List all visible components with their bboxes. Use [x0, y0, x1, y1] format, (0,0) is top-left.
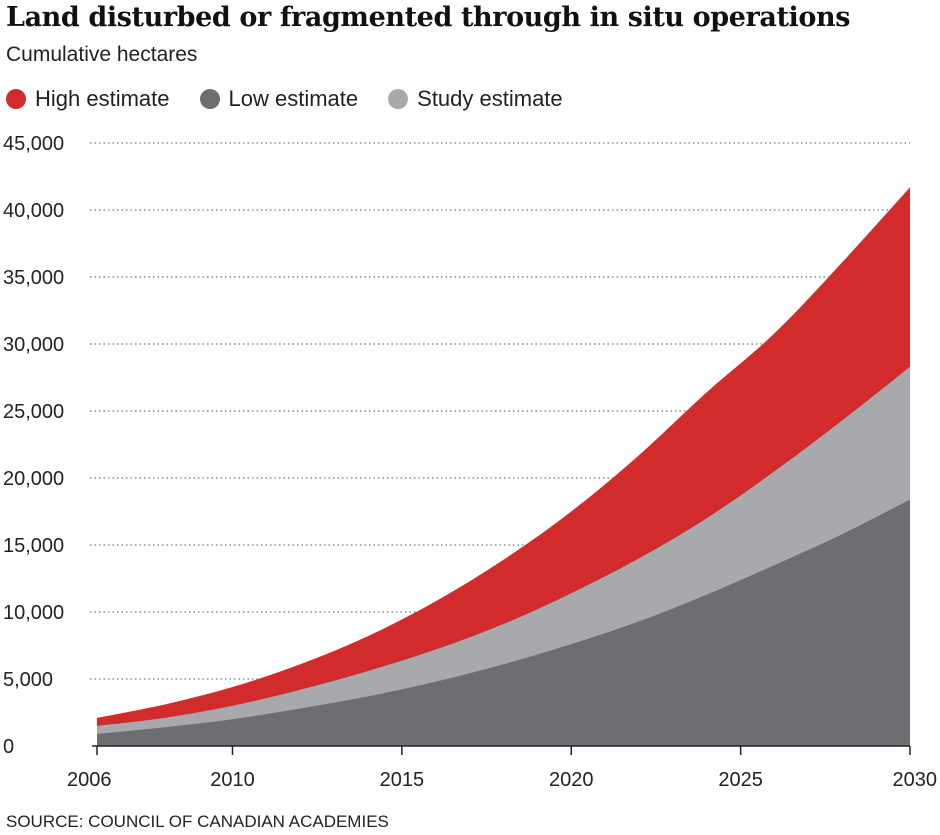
y-tick-label: 35,000: [3, 267, 64, 289]
legend-swatch-high: [6, 89, 26, 109]
y-tick-label: 15,000: [3, 535, 64, 557]
legend-label-low: Low estimate: [228, 86, 359, 111]
x-tick-label: 2010: [210, 769, 255, 791]
y-tick-label: 10,000: [3, 602, 64, 624]
y-tick-label: 5,000: [3, 669, 53, 691]
area-series: [97, 187, 910, 747]
x-tick-label: 2015: [380, 769, 425, 791]
legend-item-high: High estimate: [6, 86, 170, 112]
y-tick-label: 30,000: [3, 334, 64, 356]
legend-swatch-study: [388, 89, 409, 109]
legend-label-study: Study estimate: [417, 86, 563, 111]
axes: 0 5,000 10,000 15,000 20,000 25,000 30,000 35,0…: [3, 133, 937, 791]
y-tick-label: 20,000: [3, 468, 64, 490]
x-tick-label: 2030: [893, 769, 938, 791]
chart-subtitle: Cumulative hectares: [6, 43, 198, 66]
legend-label-high: High estimate: [35, 86, 170, 111]
x-tick-label: 2006: [67, 769, 112, 791]
chart-source: SOURCE: COUNCIL OF CANADIAN ACADEMIES: [6, 812, 389, 831]
area-low-estimate: [97, 499, 910, 746]
legend-swatch-low: [199, 89, 220, 109]
y-tick-label: 0: [3, 736, 14, 758]
x-tick-label: 2025: [718, 769, 763, 791]
legend: High estimate Low estimate Study estimat…: [6, 86, 593, 112]
y-tick-label: 25,000: [3, 401, 64, 423]
y-tick-label: 45,000: [3, 133, 64, 155]
legend-item-study: Study estimate: [388, 86, 563, 112]
x-tick-label: 2020: [549, 769, 594, 791]
chart-title: Land disturbed or fragmented through in …: [6, 2, 851, 33]
legend-item-low: Low estimate: [199, 86, 359, 112]
y-tick-label: 40,000: [3, 200, 64, 222]
